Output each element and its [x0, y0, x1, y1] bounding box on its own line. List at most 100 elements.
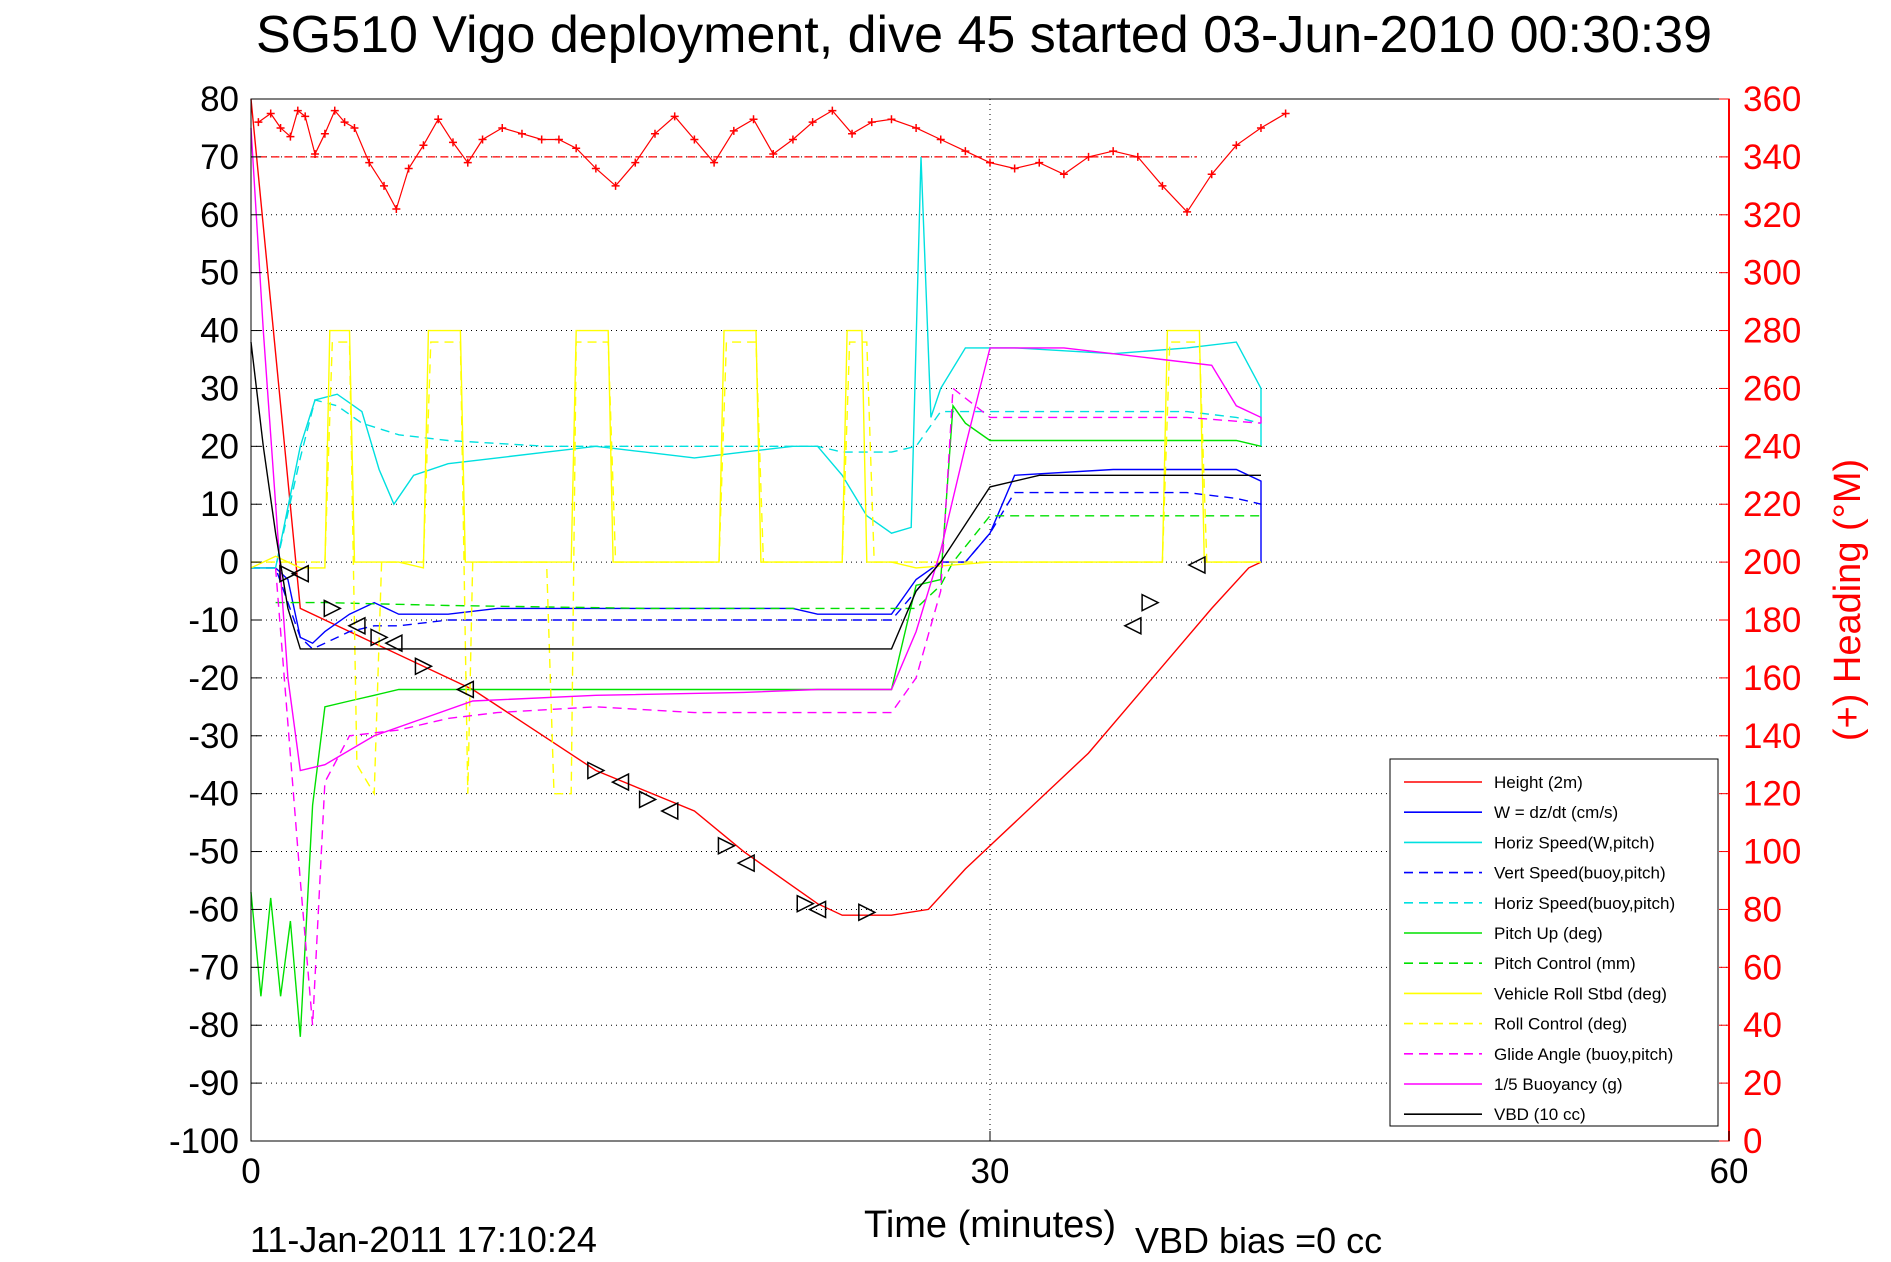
heading-series — [254, 106, 1290, 216]
heading-point — [1183, 207, 1192, 216]
heading-point — [1158, 181, 1167, 190]
x-tick-label: 0 — [241, 1152, 260, 1191]
heading-point — [392, 204, 401, 213]
chart-title: SG510 Vigo deployment, dive 45 started 0… — [256, 6, 1712, 64]
y-tick-label: -70 — [188, 948, 239, 987]
legend-label: Vehicle Roll Stbd (deg) — [1494, 984, 1667, 1003]
triangle-marker — [638, 790, 658, 809]
heading-point — [1207, 170, 1216, 179]
x-axis: 0 30 60 — [241, 1131, 1748, 1191]
timestamp-footer: 11-Jan-2011 17:10:24 — [250, 1219, 597, 1260]
data-series — [250, 98, 1262, 1037]
heading-point — [670, 112, 679, 121]
heading-point — [365, 158, 374, 167]
series-line-10 — [250, 127, 1262, 772]
triangle-marker — [455, 680, 475, 699]
y2-tick-label: 240 — [1743, 427, 1801, 466]
legend-label: VBD (10 cc) — [1494, 1105, 1586, 1124]
heading-point — [537, 135, 546, 144]
heading-point — [631, 158, 640, 167]
heading-point — [650, 129, 659, 138]
heading-point — [1059, 170, 1068, 179]
y-tick-label: 0 — [220, 543, 239, 582]
heading-point — [961, 147, 970, 156]
x-tick-label: 60 — [1710, 1152, 1749, 1191]
vbd-bias-footer: VBD bias =0 cc — [1135, 1220, 1382, 1261]
y-tick-label: 70 — [200, 138, 239, 177]
triangle-marker — [796, 894, 815, 913]
heading-point — [611, 181, 620, 190]
y2-tick-label: 0 — [1743, 1122, 1762, 1161]
heading-point — [1109, 147, 1118, 156]
y-tick-label: 30 — [200, 369, 239, 408]
series-line-1 — [251, 468, 1262, 645]
y2-tick-label: 120 — [1743, 775, 1801, 814]
y-tick-label: -60 — [188, 890, 239, 929]
heading-point — [1010, 164, 1019, 173]
series-line-0 — [250, 98, 1262, 916]
heading-point — [1256, 123, 1265, 132]
triangle-marker — [1187, 555, 1206, 575]
series-line-11 — [250, 342, 1261, 650]
y2-tick-label: 160 — [1743, 659, 1801, 698]
right-axis-label: (+) Heading (°M) — [1827, 459, 1869, 741]
y2-tick-label: 200 — [1743, 543, 1801, 582]
x-axis-label: Time (minutes) — [864, 1204, 1116, 1246]
y2-tick-label: 180 — [1743, 601, 1801, 640]
heading-point — [690, 135, 699, 144]
y-tick-label: -100 — [169, 1122, 239, 1161]
heading-point — [498, 123, 507, 132]
triangle-marker — [290, 564, 310, 583]
y2-tick-label: 320 — [1743, 196, 1801, 235]
heading-point — [380, 181, 389, 190]
grid-lines — [251, 99, 1729, 1141]
heading-point — [848, 129, 857, 138]
x-tick-label: 30 — [971, 1152, 1010, 1191]
heading-point — [266, 109, 275, 118]
legend-label: Height (2m) — [1494, 773, 1583, 792]
triangle-marker — [384, 633, 403, 653]
heading-point — [404, 164, 413, 173]
triangle-marker — [587, 761, 606, 780]
heading-point — [808, 118, 817, 127]
heading-point — [729, 126, 738, 135]
y2-tick-label: 20 — [1743, 1064, 1782, 1103]
triangle-marker — [1123, 616, 1142, 636]
y-tick-label: -90 — [188, 1064, 239, 1103]
heading-point — [554, 135, 563, 144]
triangle-marker — [717, 836, 737, 855]
triangle-marker — [370, 628, 389, 647]
legend-label: Horiz Speed(W,pitch) — [1494, 833, 1655, 852]
y2-tick-label: 60 — [1743, 948, 1782, 987]
heading-point — [769, 149, 778, 158]
triangle-markers — [279, 555, 1206, 922]
heading-point — [276, 123, 285, 132]
heading-point — [912, 123, 921, 132]
y2-tick-label: 360 — [1743, 80, 1801, 119]
heading-point — [1232, 141, 1241, 150]
triangle-marker — [736, 853, 755, 873]
legend: Height (2m) W = dz/dt (cm/s) Horiz Speed(W… — [1389, 758, 1719, 1127]
heading-point — [710, 158, 719, 167]
heading-point — [330, 106, 339, 115]
y-tick-label: 80 — [200, 80, 239, 119]
y-tick-label: 60 — [200, 196, 239, 235]
y-tick-label: 20 — [200, 427, 239, 466]
y2-tick-label: 300 — [1743, 254, 1801, 293]
legend-box — [1389, 758, 1719, 1127]
heading-point — [936, 135, 945, 144]
y-tick-label: -10 — [188, 601, 239, 640]
heading-point — [1084, 152, 1093, 161]
y-tick-label: -40 — [188, 775, 239, 814]
y2-tick-label: 340 — [1743, 138, 1801, 177]
legend-label: Pitch Up (deg) — [1494, 924, 1603, 943]
y-tick-label: -30 — [188, 717, 239, 756]
heading-point — [1035, 158, 1044, 167]
series-line-3 — [251, 491, 1262, 650]
y2-tick-label: 140 — [1743, 717, 1801, 756]
heading-point — [448, 138, 457, 147]
legend-label: 1/5 Buoyancy (g) — [1494, 1075, 1623, 1094]
y2-tick-label: 280 — [1743, 312, 1801, 351]
heading-point — [434, 115, 443, 124]
triangle-marker — [660, 801, 679, 821]
